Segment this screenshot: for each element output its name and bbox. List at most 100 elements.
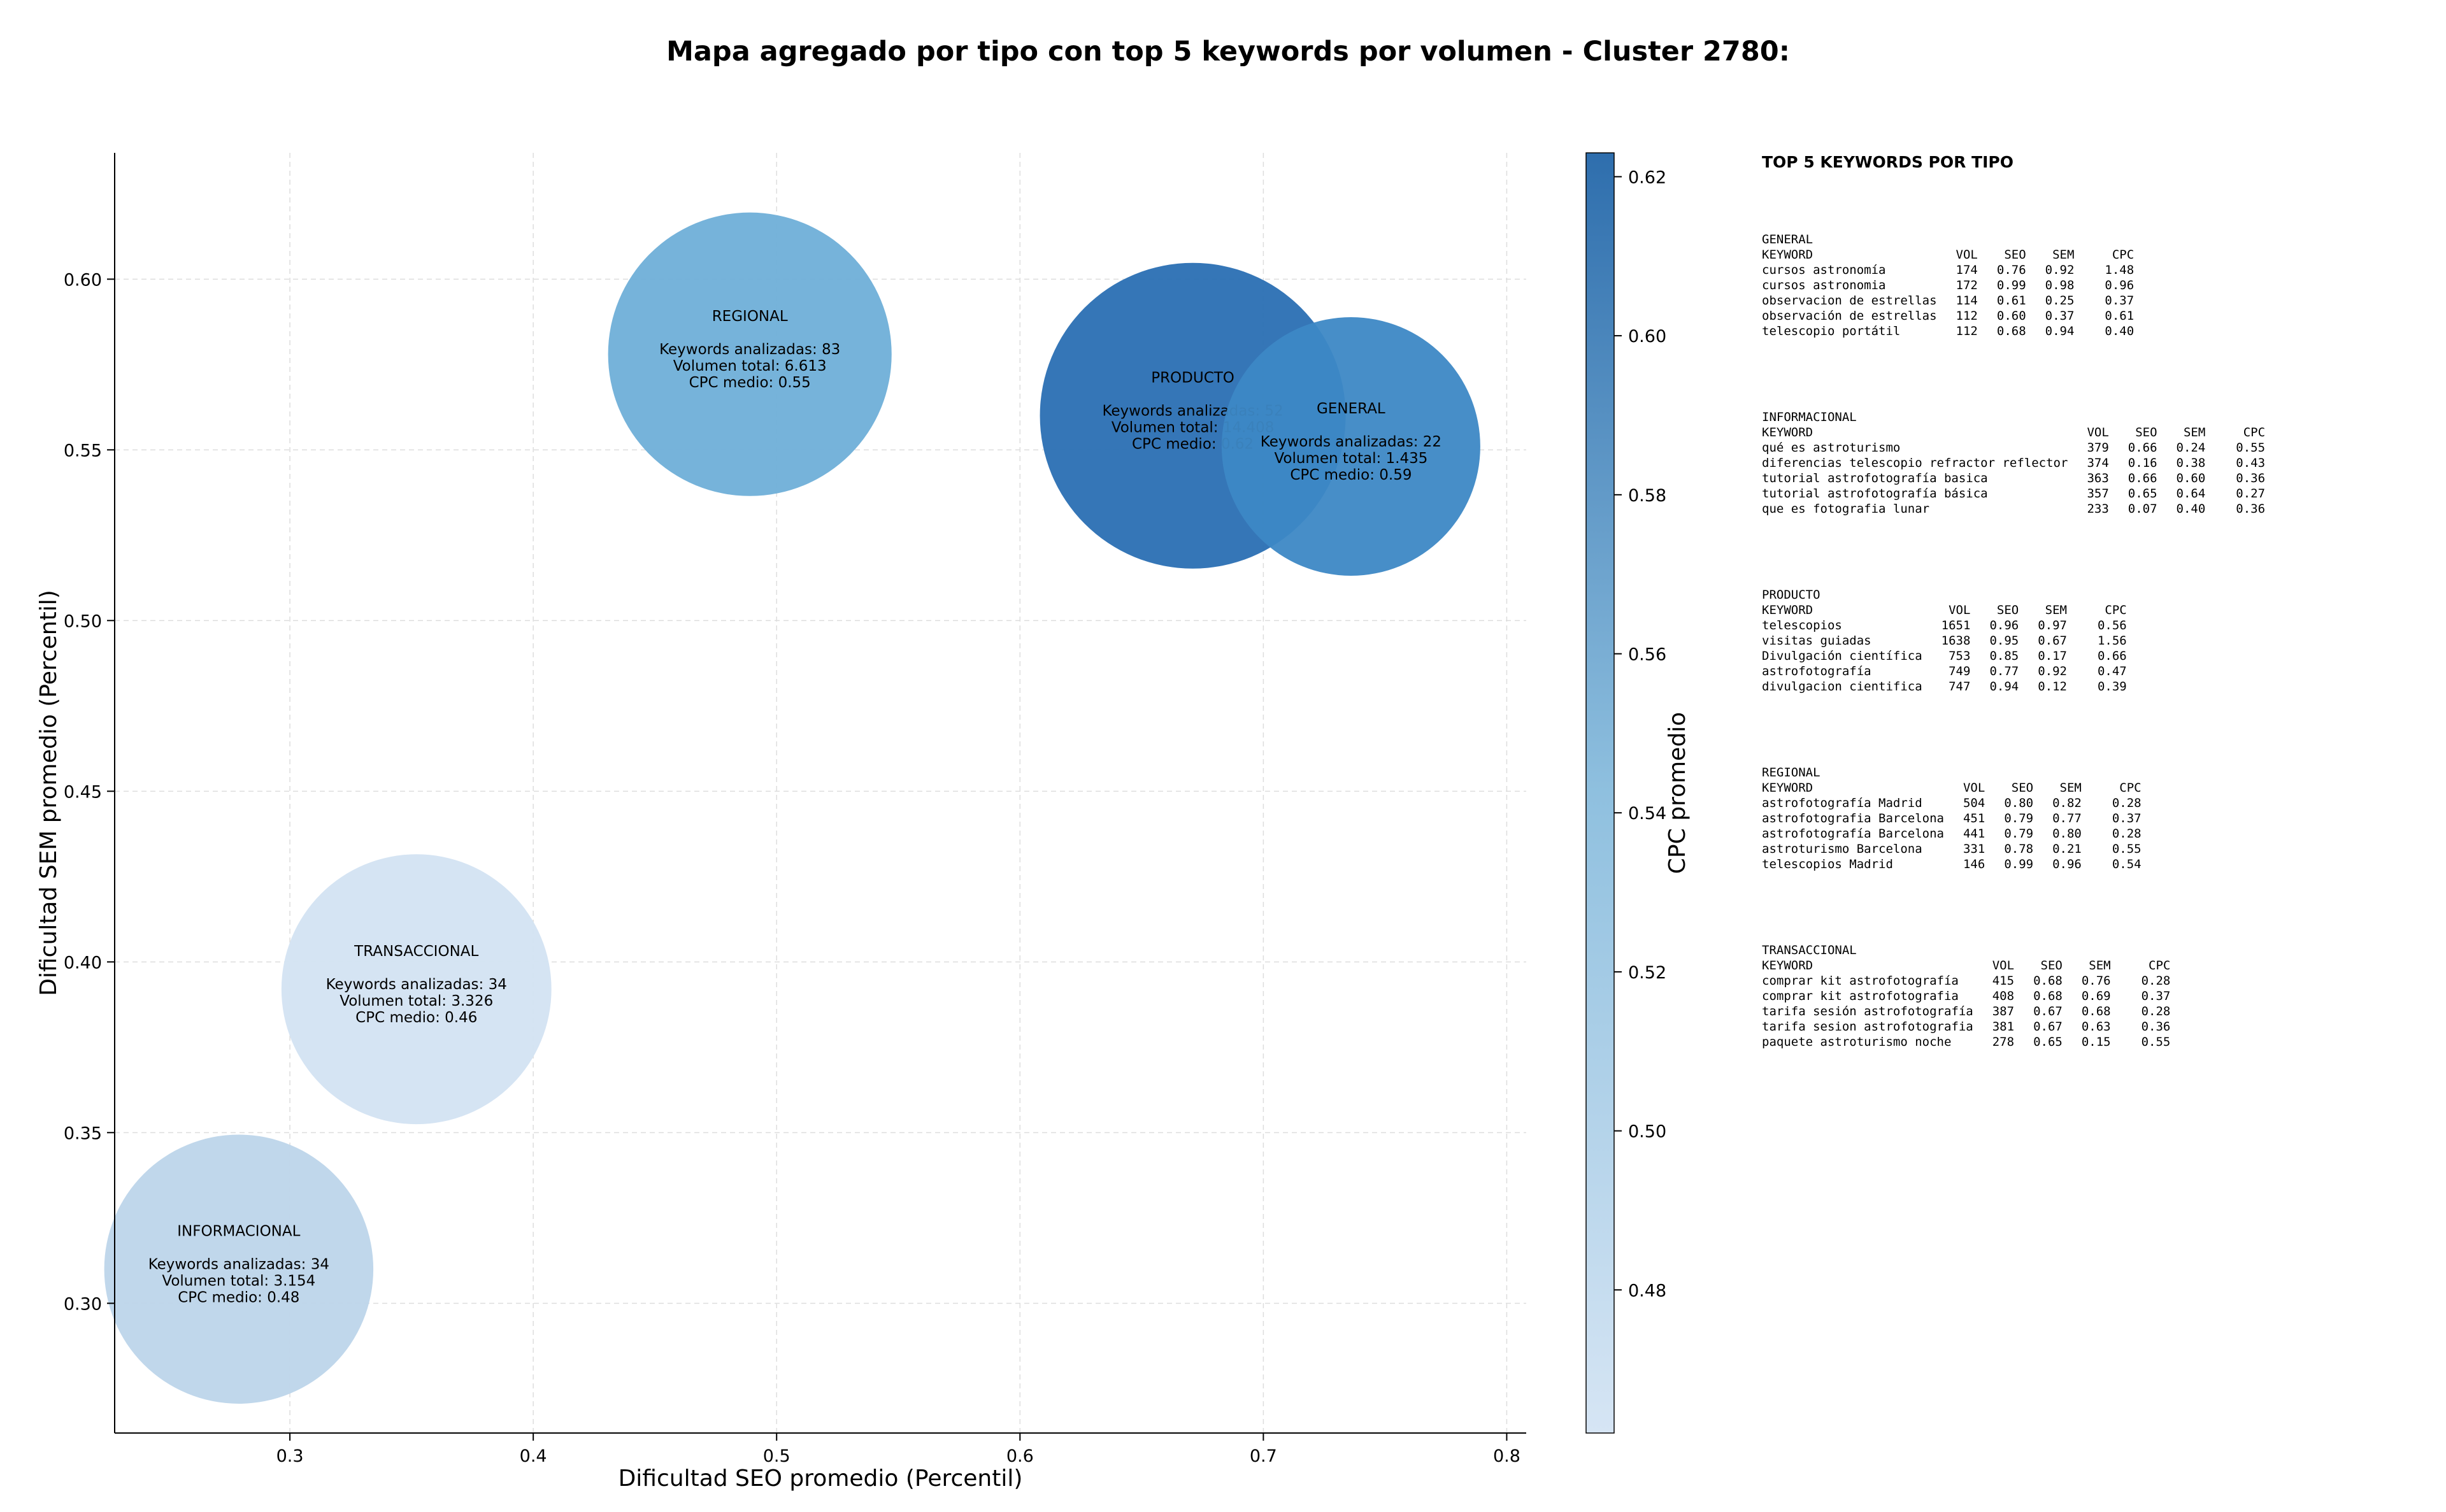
cell-sem: 0.37 — [2045, 309, 2075, 323]
cell-cpc: 0.61 — [2105, 309, 2135, 323]
cell-seo: 0.68 — [2033, 974, 2063, 988]
top-keywords-panel: TOP 5 KEYWORDS POR TIPO GENERAL KEYWORD VO… — [1762, 153, 2431, 1050]
table-row: telescopio portátil 112 0.68 0.94 0.40 — [1762, 324, 2134, 339]
column-header-vol: VOL — [2087, 425, 2109, 439]
cell-cpc: 0.55 — [2112, 842, 2142, 856]
axes — [114, 153, 1526, 1434]
table-row: diferencias telescopio refractor reflect… — [1762, 455, 2265, 471]
cell-seo: 0.79 — [2004, 811, 2034, 825]
keyword-groups: GENERAL KEYWORD VOL SEO SEM CPC cursos astrono… — [1762, 232, 2431, 1050]
cell-seo: 0.95 — [1989, 634, 2019, 648]
keyword-group-title: PRODUCTO — [1762, 588, 1820, 602]
cell-cpc: 0.37 — [2141, 989, 2171, 1003]
table-header-row: KEYWORD VOL SEO SEM CPC — [1762, 958, 2170, 973]
table-row: visitas guiadas 1638 0.95 0.67 1.56 — [1762, 633, 2127, 648]
cell-keyword: cursos astronomia — [1762, 278, 1886, 292]
colorbar-tick-label: 0.62 — [1628, 168, 1666, 187]
column-header-cpc: CPC — [2243, 425, 2266, 439]
table-header-row: KEYWORD VOL SEO SEM CPC — [1762, 425, 2265, 440]
cell-cpc: 0.56 — [2097, 618, 2127, 632]
keyword-group-informacional: INFORMACIONAL KEYWORD VOL SEO SEM CPC qué es a… — [1762, 410, 2431, 517]
bubble-volume-line: Volumen total: 3.326 — [340, 993, 493, 1009]
cell-keyword: observacion de estrellas — [1762, 294, 1937, 308]
keyword-table: KEYWORD VOL SEO SEM CPC cursos astronomía 174 0… — [1762, 247, 2134, 339]
bubble-label: REGIONAL — [712, 308, 788, 325]
column-header-vol: VOL — [1949, 603, 1971, 617]
bubble-keywords-line: Keywords analizadas: 34 — [326, 976, 507, 993]
bubble-cpc-line: CPC medio: 0.46 — [355, 1009, 477, 1026]
column-header-seo: SEO — [2004, 248, 2026, 262]
table-row: Divulgación científica 753 0.85 0.17 0.66 — [1762, 648, 2127, 664]
column-header-sem: SEM — [2052, 248, 2075, 262]
column-header-seo: SEO — [2135, 425, 2157, 439]
bubble-volume-line: Volumen total: 6.613 — [673, 358, 827, 374]
y-tick-label: 0.40 — [64, 953, 102, 973]
column-header-cpc: CPC — [2112, 248, 2135, 262]
cell-sem: 0.40 — [2176, 502, 2206, 516]
x-tick-label: 0.8 — [1493, 1446, 1520, 1466]
bubble-label: TRANSACCIONAL — [354, 943, 478, 960]
cell-vol: 112 — [1956, 309, 1978, 323]
table-row: observacion de estrellas 114 0.61 0.25 0.37 — [1762, 293, 2134, 308]
cell-seo: 0.79 — [2004, 827, 2034, 841]
cell-keyword: qué es astroturismo — [1762, 441, 1901, 455]
bubble-label: GENERAL — [1317, 401, 1385, 417]
cell-cpc: 0.47 — [2097, 664, 2127, 678]
cell-vol: 753 — [1949, 649, 1971, 663]
keyword-group-title: GENERAL — [1762, 232, 1813, 246]
y-tick-label: 0.60 — [64, 270, 102, 290]
cell-vol: 451 — [1963, 811, 1985, 825]
colorbar-tick-label: 0.58 — [1628, 486, 1666, 506]
cell-cpc: 0.37 — [2105, 294, 2135, 308]
table-row: paquete astroturismo noche 278 0.65 0.15 0.5… — [1762, 1034, 2170, 1050]
x-tick-label: 0.4 — [520, 1446, 547, 1466]
cell-seo: 0.60 — [1996, 309, 2026, 323]
cell-keyword: astroturismo Barcelona — [1762, 842, 1922, 856]
cell-seo: 0.61 — [1996, 294, 2026, 308]
x-tick-label: 0.3 — [276, 1446, 304, 1466]
y-tick-label: 0.35 — [64, 1123, 102, 1143]
cell-sem: 0.80 — [2052, 827, 2082, 841]
cell-sem: 0.15 — [2081, 1035, 2111, 1049]
bubble-circle — [1221, 317, 1480, 576]
table-row: astrofotografía Barcelona 441 0.79 0.80 0.28 — [1762, 826, 2142, 841]
keyword-table: KEYWORD VOL SEO SEM CPC telescopios 1651 0.96 0.… — [1762, 603, 2127, 694]
cell-sem: 0.64 — [2176, 487, 2206, 501]
keyword-group-transaccional: TRANSACCIONAL KEYWORD VOL SEO SEM CPC comprar … — [1762, 943, 2431, 1050]
keyword-group-title: REGIONAL — [1762, 766, 1820, 780]
keyword-table: KEYWORD VOL SEO SEM CPC comprar kit astrofoto… — [1762, 958, 2170, 1050]
bubble-informacional: INFORMACIONAL Keywords analizadas: 34Volu… — [104, 1134, 374, 1404]
keyword-group-producto: PRODUCTO KEYWORD VOL SEO SEM CPC telescopios 16… — [1762, 587, 2431, 694]
cell-sem: 0.68 — [2081, 1004, 2111, 1018]
cell-cpc: 0.36 — [2236, 502, 2266, 516]
cell-seo: 0.96 — [1989, 618, 2019, 632]
cell-sem: 0.76 — [2081, 974, 2111, 988]
table-row: tutorial astrofotografía basica 363 0.66 0.… — [1762, 471, 2265, 486]
x-tick-label: 0.5 — [763, 1446, 790, 1466]
bubble-circle — [104, 1134, 374, 1404]
cell-sem: 0.24 — [2176, 441, 2206, 455]
column-header-sem: SEM — [2183, 425, 2206, 439]
cell-vol: 408 — [1992, 989, 2015, 1003]
cell-cpc: 0.55 — [2141, 1035, 2171, 1049]
column-header-keyword: KEYWORD — [1762, 248, 1813, 262]
table-row: qué es astroturismo 379 0.66 0.24 0.55 — [1762, 440, 2265, 455]
table-row: cursos astronomia 172 0.99 0.98 0.96 — [1762, 278, 2134, 293]
cell-seo: 0.16 — [2128, 456, 2157, 470]
cell-sem: 0.96 — [2052, 857, 2082, 871]
cell-seo: 0.67 — [2033, 1004, 2063, 1018]
cell-vol: 387 — [1992, 1004, 2015, 1018]
cell-vol: 331 — [1963, 842, 1985, 856]
cell-vol: 112 — [1956, 324, 1978, 338]
cell-keyword: astrofotografía Barcelona — [1762, 827, 1944, 841]
table-row: comprar kit astrofotografia 408 0.68 0.69 0.… — [1762, 988, 2170, 1004]
cell-keyword: astrofotografia Barcelona — [1762, 811, 1944, 825]
cell-keyword: tutorial astrofotografía básica — [1762, 487, 1988, 501]
x-tick-label: 0.6 — [1006, 1446, 1034, 1466]
column-header-vol: VOL — [1956, 248, 1978, 262]
cell-cpc: 0.54 — [2112, 857, 2142, 871]
column-header-vol: VOL — [1963, 781, 1985, 795]
table-row: tarifa sesión astrofotografía 387 0.67 0.68… — [1762, 1004, 2170, 1019]
cell-vol: 146 — [1963, 857, 1985, 871]
